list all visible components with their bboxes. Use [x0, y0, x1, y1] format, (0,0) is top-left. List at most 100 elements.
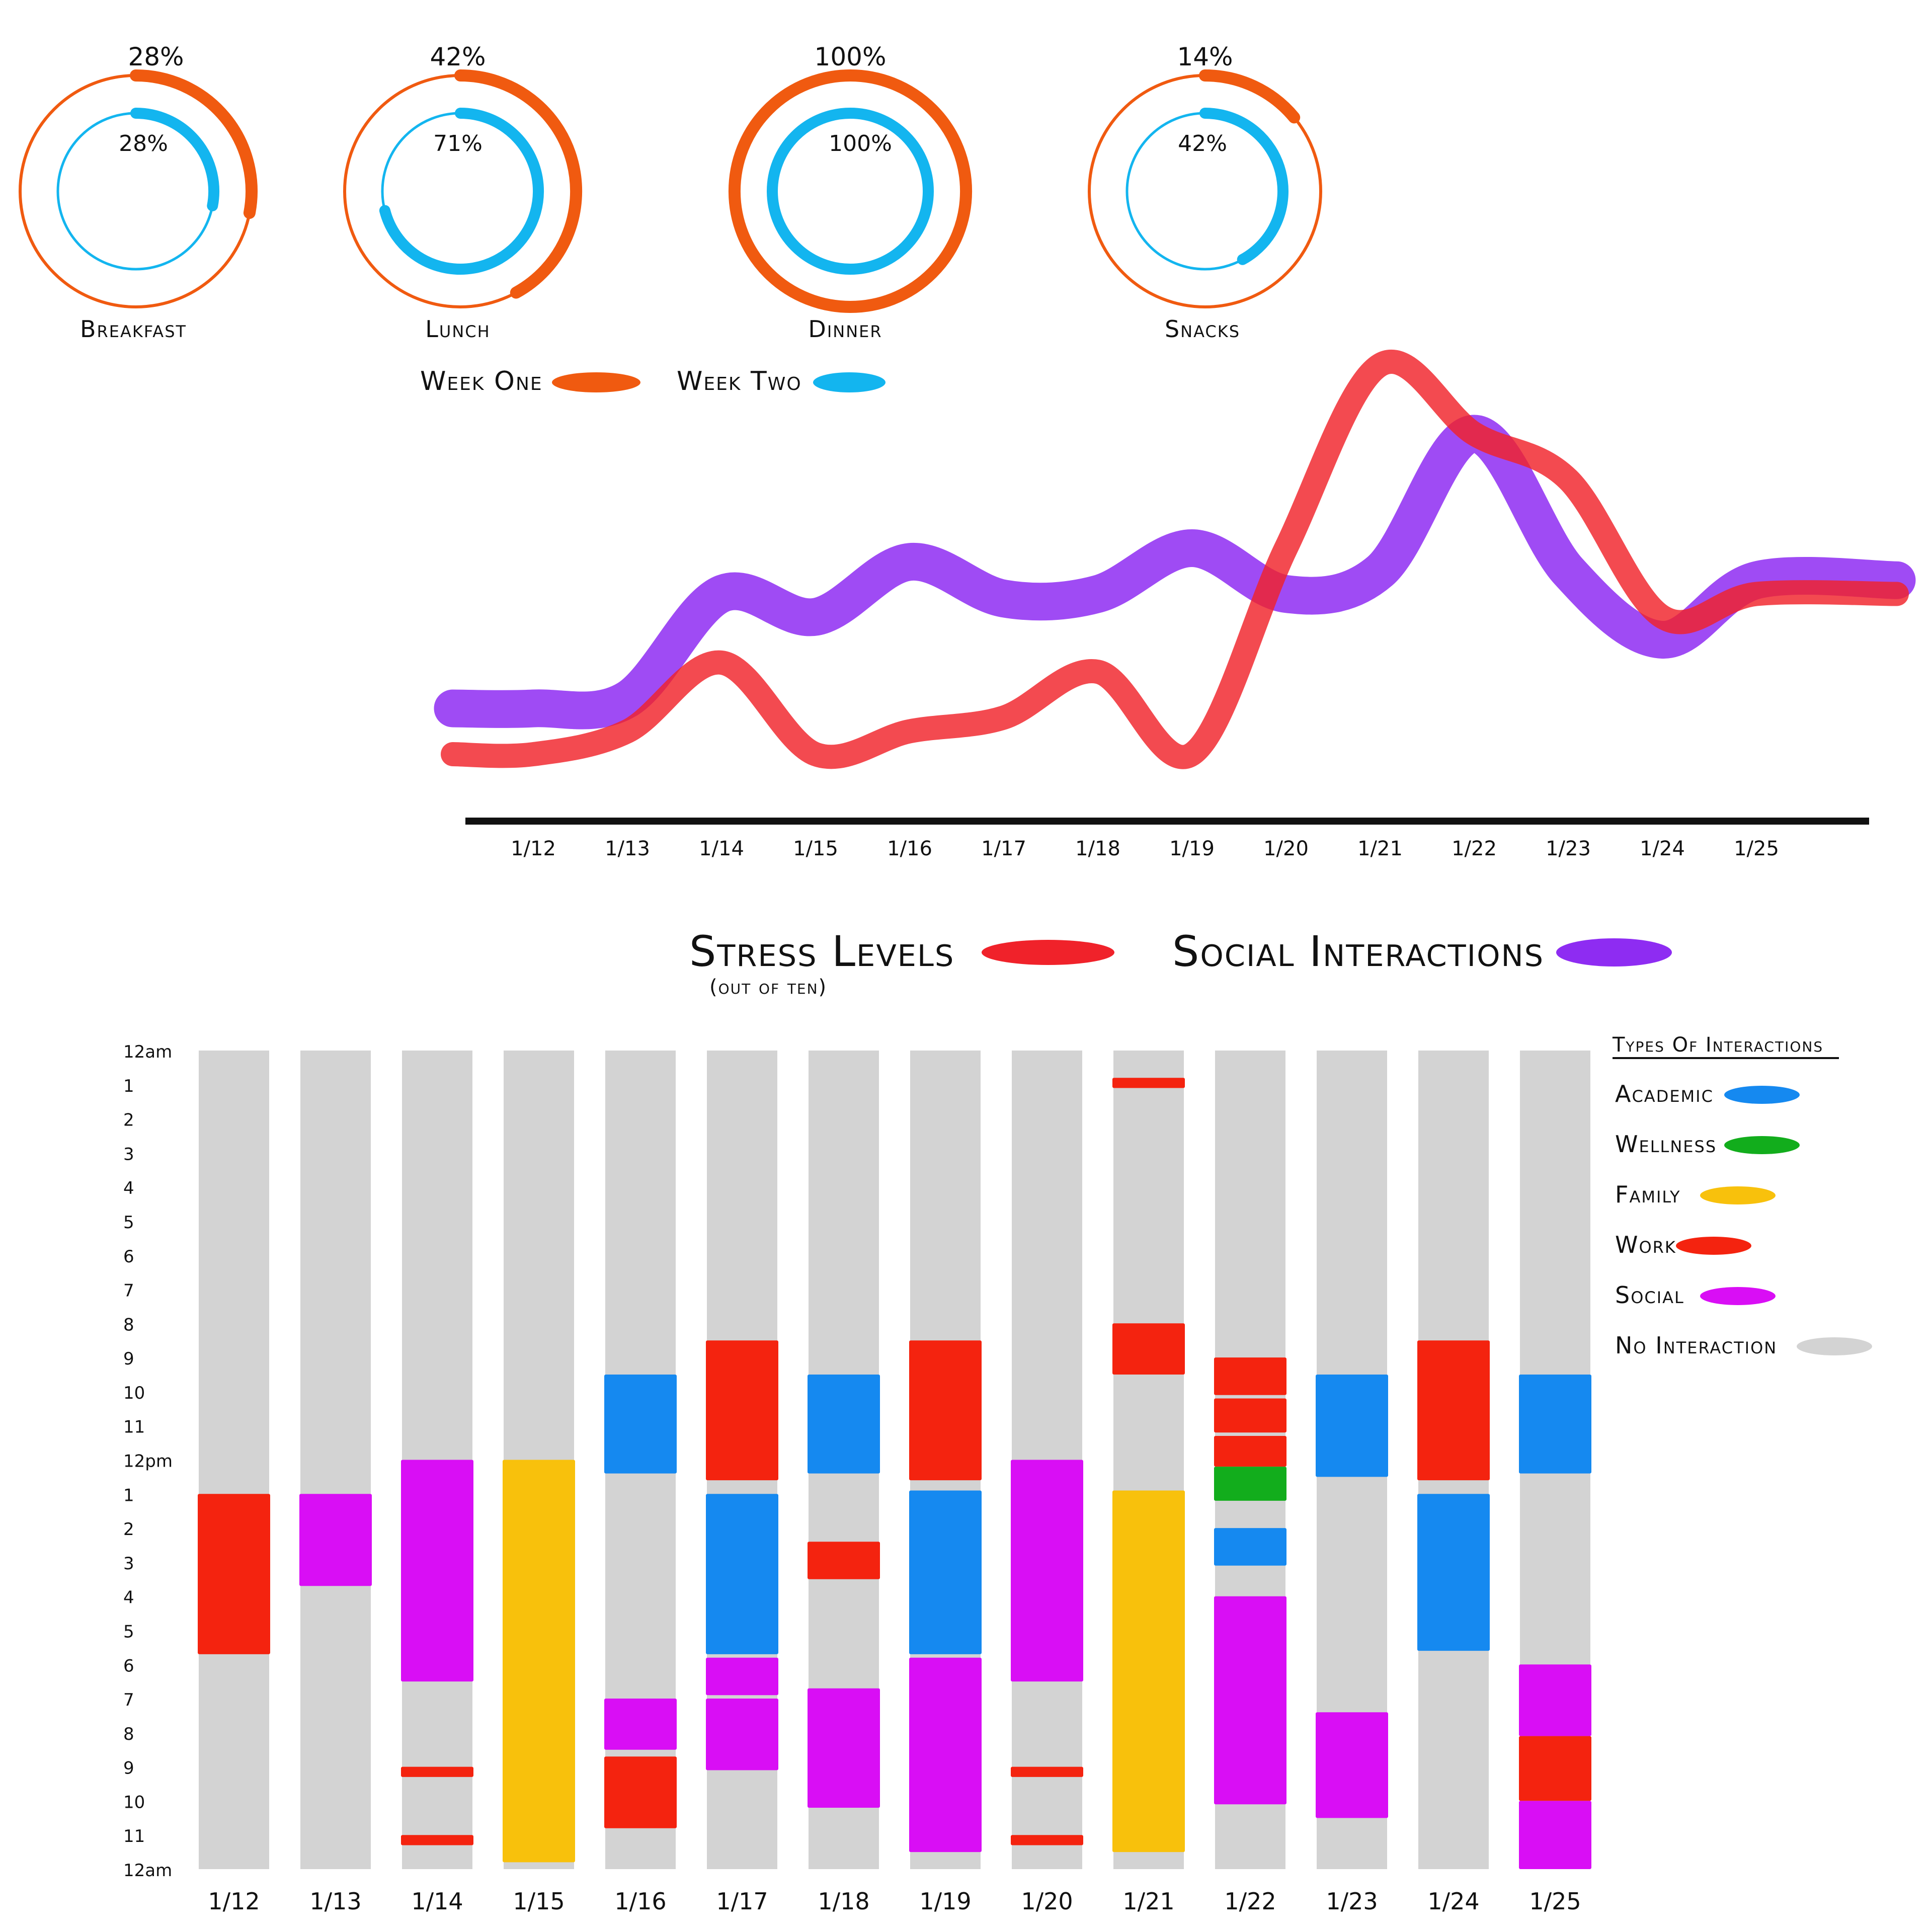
- legend-academic-swatch: [1724, 1086, 1800, 1104]
- legend-family-swatch: [1700, 1186, 1776, 1204]
- academic-block: [1214, 1528, 1286, 1566]
- donut-week-two-value: 42%: [1178, 131, 1227, 156]
- legend-week-two-swatch: [813, 372, 886, 392]
- donut-week-one-value: 14%: [1177, 42, 1233, 71]
- work-block: [401, 1835, 473, 1845]
- academic-block: [1417, 1494, 1490, 1651]
- timeline-chart: 12am 1 2 3 4 5 6 7 8 9 10 11 12pm 1 2 3 4 5 6 7 8 9 10 11 12am 1…: [123, 1042, 1591, 1915]
- academic-block: [1519, 1375, 1591, 1474]
- work-block: [1112, 1323, 1185, 1375]
- hour-label: 1: [123, 1076, 134, 1096]
- hour-label: 7: [123, 1281, 134, 1301]
- donut-arc-week-two: [379, 108, 544, 275]
- social-block: [706, 1657, 778, 1696]
- hour-label: 10: [123, 1383, 145, 1403]
- legend-none-label: No Interaction: [1615, 1332, 1777, 1359]
- hour-label: 5: [123, 1622, 134, 1642]
- legend-work-label: Work: [1615, 1231, 1676, 1258]
- donut-week-one-value: 28%: [128, 42, 184, 71]
- hour-label: 3: [123, 1554, 134, 1574]
- day-label: 1/20: [1021, 1888, 1073, 1915]
- day-label: 1/13: [309, 1888, 361, 1915]
- donut-arc-week-two: [767, 108, 934, 275]
- donut-lunch: 42% 71% Lunch: [343, 42, 583, 343]
- academic-block: [808, 1375, 880, 1474]
- hour-label: 2: [123, 1110, 134, 1131]
- legend-social-label: Social Interactions: [1172, 927, 1544, 976]
- meal-donuts: 28% 28% Breakfast 42% 71% Lunch 100% 100…: [19, 42, 1322, 343]
- work-block: [198, 1494, 270, 1654]
- donut-week-one-value: 100%: [815, 42, 887, 71]
- work-block: [1112, 1078, 1185, 1088]
- family-block: [1112, 1490, 1185, 1853]
- donut-label: Dinner: [808, 315, 882, 343]
- hour-label: 3: [123, 1144, 134, 1164]
- work-block: [1519, 1736, 1591, 1801]
- x-tick-label: 1/25: [1734, 837, 1779, 860]
- x-tick-label: 1/14: [699, 837, 744, 860]
- donut-dinner: 100% 100% Dinner: [729, 42, 972, 343]
- hour-label: 6: [123, 1247, 134, 1267]
- hour-label: 4: [123, 1178, 134, 1198]
- legend-family-label: Family: [1615, 1181, 1681, 1208]
- legend-stress-swatch: [982, 940, 1114, 965]
- day-columns: [198, 1051, 1591, 1869]
- no-interaction-bar: [300, 1051, 371, 1869]
- x-tick-label: 1/23: [1546, 837, 1591, 860]
- work-block: [706, 1340, 778, 1481]
- x-tick-label: 1/24: [1640, 837, 1685, 860]
- donut-label: Breakfast: [80, 315, 187, 343]
- work-block: [604, 1756, 677, 1828]
- social-block: [1519, 1664, 1591, 1736]
- work-block: [1214, 1398, 1286, 1433]
- x-tick-label: 1/12: [511, 837, 556, 860]
- work-block: [1417, 1340, 1490, 1481]
- work-block: [1214, 1357, 1286, 1395]
- hour-label: 11: [123, 1417, 145, 1437]
- work-block: [401, 1766, 473, 1777]
- day-label: 1/23: [1326, 1888, 1378, 1915]
- donut-arc-week-one: [1199, 69, 1301, 124]
- academic-block: [909, 1490, 982, 1654]
- day-labels: 1/12 1/13 1/14 1/15 1/16 1/17 1/18 1/19 1/20 1/21…: [208, 1888, 1581, 1915]
- hour-label: 4: [123, 1588, 134, 1608]
- donut-arc-week-one: [130, 69, 258, 219]
- legend-week-two-label: Week Two: [677, 366, 802, 396]
- academic-block: [1316, 1375, 1388, 1477]
- social-block: [604, 1699, 677, 1750]
- day-label: 1/14: [411, 1888, 463, 1915]
- hour-label: 12am: [123, 1042, 172, 1062]
- day-label: 1/22: [1224, 1888, 1276, 1915]
- series-stress-line: [441, 350, 1909, 769]
- day-column-1-13: [299, 1051, 372, 1869]
- hour-label: 12am: [123, 1861, 172, 1881]
- donut-arc-week-two: [1199, 108, 1289, 265]
- day-column-1-25: [1519, 1051, 1591, 1869]
- line-series-layer: [434, 350, 1916, 769]
- legend-stress-label: Stress Levels: [689, 927, 954, 976]
- social-block: [299, 1494, 372, 1586]
- day-label: 1/21: [1122, 1888, 1174, 1915]
- day-column-1-19: [909, 1051, 982, 1869]
- hour-label: 2: [123, 1519, 134, 1540]
- day-column-1-17: [706, 1051, 778, 1869]
- wellness-block: [1214, 1467, 1286, 1501]
- day-column-1-22: [1214, 1051, 1286, 1869]
- donut-label: Snacks: [1165, 315, 1240, 343]
- day-column-1-23: [1316, 1051, 1388, 1869]
- work-block: [808, 1542, 880, 1579]
- donut-week-one-value: 42%: [430, 42, 486, 71]
- day-column-1-18: [808, 1051, 880, 1869]
- donut-label: Lunch: [425, 315, 490, 343]
- legend-wellness-swatch: [1724, 1136, 1800, 1154]
- day-column-1-21: [1112, 1051, 1185, 1869]
- donut-arc-week-two: [130, 108, 220, 211]
- hour-label: 6: [123, 1656, 134, 1676]
- social-block: [1011, 1460, 1083, 1682]
- types-legend-items: Academic Wellness Family Work Social No Inter…: [1615, 1080, 1872, 1359]
- social-block: [1519, 1801, 1591, 1869]
- x-tick-labels: 1/12 1/13 1/14 1/15 1/16 1/17 1/18 1/19 1/20 1/21…: [511, 837, 1779, 860]
- hour-labels: 12am 1 2 3 4 5 6 7 8 9 10 11 12pm 1 2 3 4 5 6 7 8 9 10 11 12am: [123, 1042, 173, 1881]
- hour-label: 12pm: [123, 1452, 173, 1472]
